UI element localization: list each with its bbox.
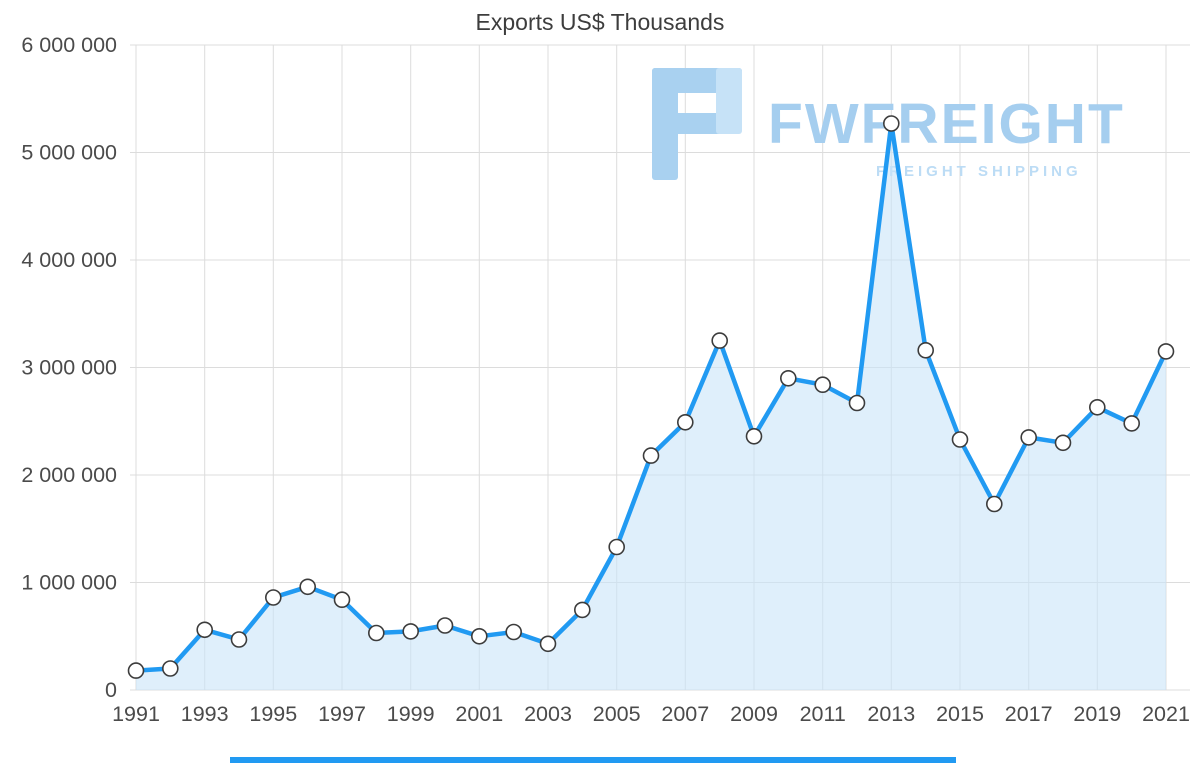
data-point-marker[interactable] (779, 369, 797, 387)
series (127, 115, 1175, 690)
bottom-accent-bar (230, 757, 956, 763)
data-point-marker[interactable] (711, 332, 729, 349)
y-axis-tick-label: 3 000 000 (21, 356, 117, 380)
y-axis-tick-label: 0 (105, 678, 117, 702)
data-point-marker[interactable] (162, 660, 179, 677)
x-axis-tick-label: 2009 (730, 702, 778, 726)
data-point-marker[interactable] (505, 623, 523, 641)
data-point-marker[interactable] (573, 601, 591, 619)
x-axis-tick-label: 2007 (661, 702, 709, 726)
data-point-marker[interactable] (745, 427, 763, 445)
data-point-marker[interactable] (1054, 434, 1072, 452)
brand-tagline: FREIGHT SHIPPING (876, 163, 1082, 180)
watermark: FWFREIGHT FREIGHT SHIPPING (652, 68, 1125, 180)
y-axis-tick-label: 5 000 000 (21, 141, 117, 165)
data-point-marker[interactable] (470, 627, 488, 645)
data-point-marker[interactable] (1089, 398, 1106, 416)
data-point-marker[interactable] (230, 631, 248, 648)
x-axis-tick-label: 1997 (318, 702, 366, 726)
data-point-marker[interactable] (367, 624, 385, 642)
brand-logo-icon (652, 68, 742, 180)
data-point-marker[interactable] (402, 623, 420, 640)
x-axis-tick-label: 2005 (593, 702, 641, 726)
data-point-marker[interactable] (608, 538, 626, 556)
data-point-marker[interactable] (1123, 415, 1140, 432)
x-axis-tick-label: 2017 (1005, 702, 1053, 726)
y-axis-tick-label: 6 000 000 (21, 33, 117, 57)
x-axis-tick-label: 2015 (936, 702, 984, 726)
series-area-fill (136, 123, 1166, 690)
x-axis-tick-label: 2019 (1073, 702, 1121, 726)
x-axis-tick-label: 1991 (112, 702, 160, 726)
data-point-marker[interactable] (917, 341, 935, 359)
x-axis-tick-label: 2001 (455, 702, 503, 726)
data-point-marker[interactable] (985, 495, 1003, 513)
axis-labels: 0 1 000 000 2 000 000 3 000 000 4 000 000 5 0… (21, 33, 1190, 726)
data-point-marker[interactable] (951, 431, 969, 448)
x-axis-tick-label: 1999 (387, 702, 435, 726)
y-axis-tick-label: 1 000 000 (21, 571, 117, 595)
x-axis-tick-label: 2011 (800, 702, 846, 726)
x-axis-tick-label: 1993 (181, 702, 229, 726)
data-point-marker[interactable] (196, 621, 213, 639)
data-point-marker[interactable] (436, 617, 454, 634)
data-point-marker[interactable] (848, 394, 866, 412)
data-point-marker[interactable] (539, 635, 557, 653)
data-point-marker[interactable] (264, 589, 282, 606)
data-point-marker[interactable] (127, 662, 145, 679)
x-axis-tick-label: 2003 (524, 702, 572, 726)
data-point-marker[interactable] (676, 413, 694, 431)
data-point-marker[interactable] (333, 591, 351, 609)
data-point-marker[interactable] (1157, 343, 1175, 360)
data-point-marker[interactable] (814, 376, 832, 394)
x-axis-tick-label: 2013 (867, 702, 915, 726)
data-point-marker[interactable] (642, 447, 660, 464)
data-point-marker[interactable] (882, 115, 900, 132)
x-axis-tick-label: 1995 (249, 702, 297, 726)
data-point-marker[interactable] (299, 578, 317, 596)
x-axis-tick-label: 2021 (1142, 702, 1190, 726)
data-point-marker[interactable] (1020, 429, 1037, 446)
chart-title: Exports US$ Thousands (475, 9, 725, 35)
brand-text: FWFREIGHT (768, 92, 1125, 156)
y-axis-tick-label: 2 000 000 (21, 463, 117, 487)
y-axis-tick-label: 4 000 000 (21, 248, 117, 272)
